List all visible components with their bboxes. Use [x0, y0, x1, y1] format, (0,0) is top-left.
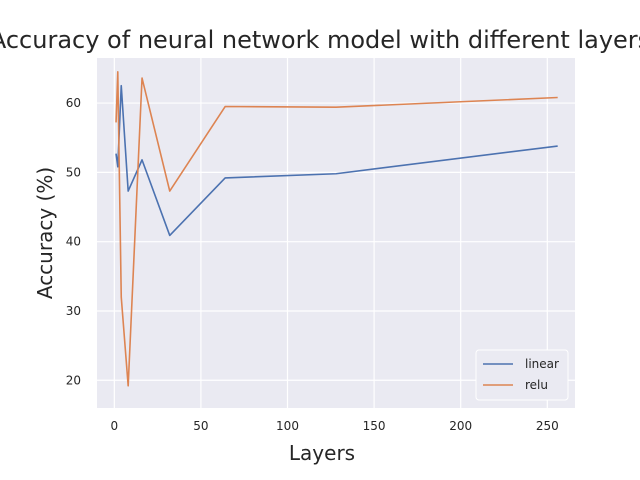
series-line-relu	[115, 71, 558, 387]
y-tick-label: 50	[66, 165, 81, 179]
x-axis-label: Layers	[289, 441, 355, 465]
x-tick-labels: 0 50 100 150 200 250	[110, 419, 558, 433]
x-tick-label: 50	[193, 419, 208, 433]
y-tick-labels: 20 30 40 50 60	[66, 96, 81, 387]
legend-box	[475, 349, 569, 401]
legend-label-linear: linear	[525, 357, 559, 371]
x-tick-label: 0	[110, 419, 118, 433]
x-tick-label: 250	[536, 419, 559, 433]
x-tick-label: 150	[363, 419, 386, 433]
y-tick-label: 60	[66, 96, 81, 110]
y-axis-label: Accuracy (%)	[33, 167, 57, 299]
x-tick-label: 200	[449, 419, 472, 433]
x-tick-label: 100	[276, 419, 299, 433]
y-tick-label: 30	[66, 304, 81, 318]
y-tick-label: 20	[66, 373, 81, 387]
legend-label-relu: relu	[525, 378, 548, 392]
grid	[97, 58, 575, 408]
legend: linear relu	[475, 349, 569, 401]
chart-title: Accuracy of neural network model with di…	[0, 26, 640, 54]
y-tick-label: 40	[66, 235, 81, 249]
series-layer	[115, 71, 558, 387]
